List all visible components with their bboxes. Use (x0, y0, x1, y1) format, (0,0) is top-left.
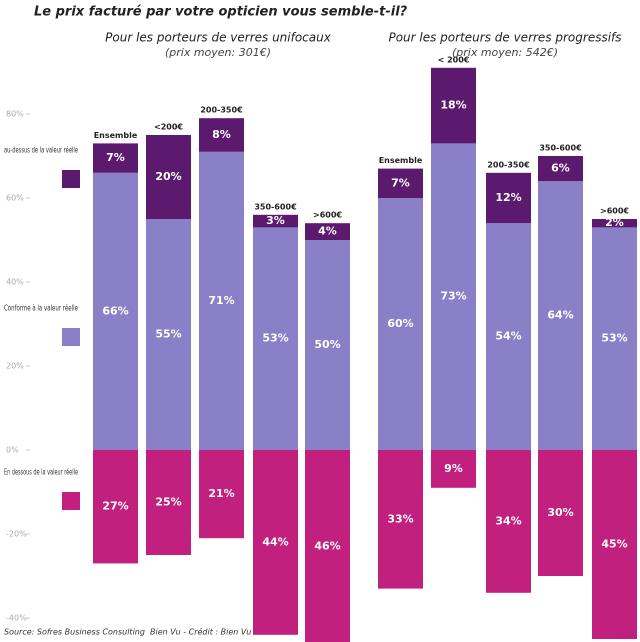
bar-segment (592, 219, 637, 228)
value-label: 4% (318, 225, 337, 238)
value-label: 66% (102, 304, 128, 317)
value-label: 71% (208, 294, 234, 307)
y-tick-label: 20% (6, 362, 24, 371)
bar-segment (305, 223, 350, 240)
value-label: 33% (387, 512, 413, 525)
value-label: 27% (102, 500, 128, 513)
bar-segment (199, 151, 244, 451)
bar-segment (93, 450, 138, 564)
bar-segment (93, 143, 138, 173)
value-label: 45% (601, 538, 627, 551)
category-label: 350-600€ (254, 202, 297, 211)
category-label: 350-600€ (539, 144, 582, 153)
legend-label: au-dessus de la valeur réelle (4, 145, 78, 155)
group-title: Pour les porteurs de verres progressifs (388, 31, 621, 45)
legend-label: Conforme à la valeur réelle (4, 303, 78, 313)
value-label: 12% (495, 191, 521, 204)
value-label: 53% (262, 332, 288, 345)
value-label: 18% (440, 99, 466, 112)
value-label: 9% (444, 462, 463, 475)
category-label: 200-350€ (200, 106, 243, 115)
category-label: Ensemble (94, 131, 138, 140)
value-label: 53% (601, 332, 627, 345)
bar-segment (431, 67, 476, 144)
group-note: (prix moyen: 301€) (165, 46, 271, 59)
value-label: 64% (547, 309, 573, 322)
bar-segment (378, 450, 423, 589)
value-label: 7% (391, 176, 410, 189)
bar-segment (199, 450, 244, 539)
value-label: 44% (262, 535, 288, 548)
value-label: 25% (155, 496, 181, 509)
bar-segment (538, 156, 583, 182)
bar-segment (486, 223, 531, 450)
value-label: 7% (106, 151, 125, 164)
category-label: <200€ (154, 123, 183, 132)
value-label: 34% (495, 514, 521, 527)
value-label: 6% (551, 162, 570, 175)
legend-swatch (62, 328, 80, 346)
chart-title: Le prix facturé par votre opticien vous … (34, 5, 408, 20)
value-label: 60% (387, 317, 413, 330)
y-tick-label: 80% (6, 110, 24, 119)
credit: Bien Vu - Crédit : Bien Vu (150, 627, 251, 637)
bar-segment (486, 450, 531, 593)
bar-segment (253, 227, 298, 450)
bar-segment (253, 450, 298, 635)
bar-segment (146, 450, 191, 555)
legend-swatch (62, 170, 80, 188)
bar-segment (253, 214, 298, 228)
category-label: >600€ (600, 207, 629, 216)
bar-segment (486, 172, 531, 224)
bar-segment (538, 450, 583, 576)
bar-segment (592, 227, 637, 450)
category-label: 200-350€ (487, 160, 530, 169)
y-tick-label: 0% (6, 446, 19, 455)
value-label: 46% (314, 540, 340, 553)
group-note: (prix moyen: 542€) (452, 46, 558, 59)
y-tick-label: -40% (6, 614, 27, 623)
group-title: Pour les porteurs de verres unifocaux (105, 31, 332, 45)
value-label: 54% (495, 330, 521, 343)
value-label: 50% (314, 338, 340, 351)
bar-segment (592, 450, 637, 639)
value-label: 21% (208, 487, 234, 500)
value-label: 3% (266, 214, 285, 227)
category-label: >600€ (313, 211, 342, 220)
bar-segment (378, 168, 423, 198)
value-label: 2% (605, 216, 624, 229)
y-tick-label: 40% (6, 278, 24, 287)
bar-segment (431, 143, 476, 450)
value-label: 30% (547, 506, 573, 519)
bar-segment (538, 181, 583, 450)
category-label: Ensemble (379, 156, 423, 165)
bar-segment (305, 450, 350, 642)
value-label: 20% (155, 170, 181, 183)
value-label: 73% (440, 290, 466, 303)
value-label: 8% (212, 128, 231, 141)
bar-segment (93, 172, 138, 451)
bar-segment (305, 240, 350, 450)
legend-label: En dessous de la valeur réelle (4, 467, 78, 477)
category-label: < 200€ (438, 55, 470, 64)
y-tick-label: -20% (6, 530, 27, 539)
bar-segment (199, 118, 244, 152)
source: Source: Sofres Business Consulting (4, 628, 145, 637)
y-tick-label: 60% (6, 194, 24, 203)
legend-swatch (62, 492, 80, 510)
bar-segment (146, 219, 191, 450)
bar-segment (431, 450, 476, 488)
value-label: 55% (155, 328, 181, 341)
bar-segment (146, 135, 191, 219)
bar-segment (378, 198, 423, 450)
